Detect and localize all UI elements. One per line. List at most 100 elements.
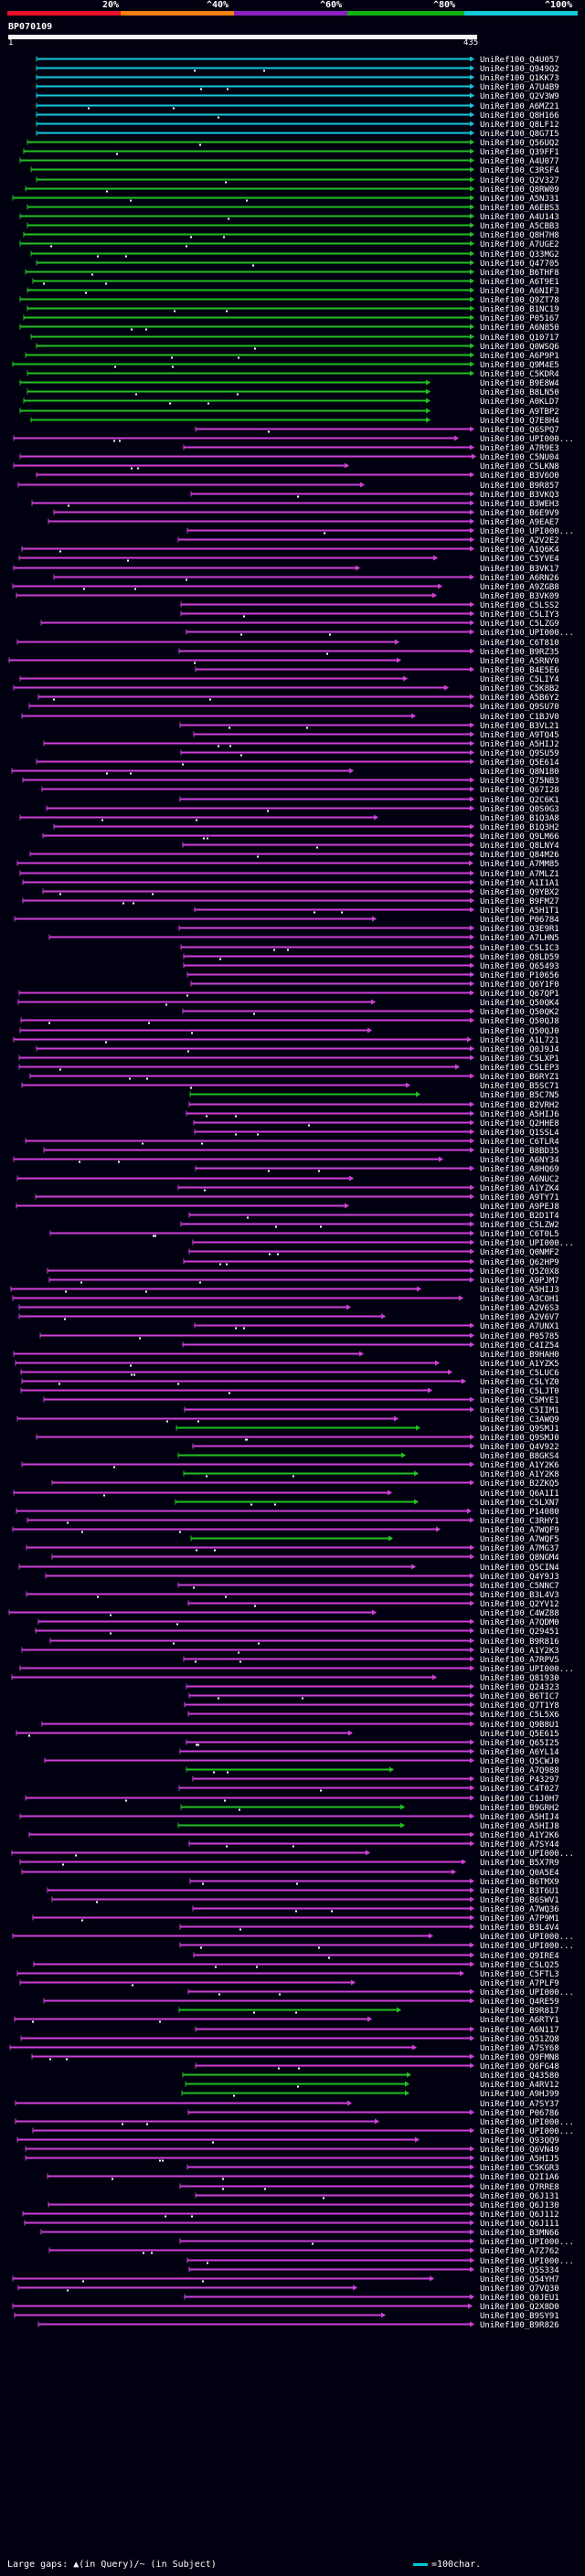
- hit-row[interactable]: UniRef100_A6MZ21: [36, 102, 559, 111]
- hit-label[interactable]: UniRef100_A9PEJ8: [480, 1203, 559, 1212]
- hit-label[interactable]: UniRef100_Q0WSQ6: [480, 343, 559, 352]
- hit-row[interactable]: UniRef100_B3VK09: [16, 592, 559, 601]
- hit-label[interactable]: UniRef100_UPI000...: [480, 1239, 574, 1248]
- hit-row[interactable]: UniRef100_A7MG37: [26, 1544, 559, 1553]
- hit-row[interactable]: UniRef100_A9ZGB8: [12, 583, 559, 592]
- hit-label[interactable]: UniRef100_Q6VN49: [480, 2146, 559, 2155]
- hit-row[interactable]: UniRef100_Q8N180: [11, 768, 559, 777]
- hit-label[interactable]: UniRef100_A9PJM7: [480, 1277, 559, 1286]
- hit-row[interactable]: UniRef100_C5LSS2: [180, 601, 559, 610]
- hit-row[interactable]: UniRef100_Q5S334: [188, 2266, 559, 2275]
- hit-label[interactable]: UniRef100_C5LJT0: [480, 1387, 559, 1396]
- hit-row[interactable]: UniRef100_C6TLR4: [25, 1138, 559, 1147]
- hit-row[interactable]: UniRef100_B3MN66: [40, 2229, 559, 2238]
- hit-row[interactable]: UniRef100_A1I1A1: [22, 879, 559, 888]
- hit-row[interactable]: UniRef100_Q5CWJ0: [44, 1757, 559, 1766]
- hit-label[interactable]: UniRef100_A5CBB3: [480, 222, 559, 231]
- hit-label[interactable]: UniRef100_Q2V3W9: [480, 92, 559, 101]
- hit-label[interactable]: UniRef100_C5YVE4: [480, 555, 559, 564]
- hit-label[interactable]: UniRef100_Q6Y1F0: [480, 981, 559, 990]
- hit-row[interactable]: UniRef100_A7WQF9: [12, 1526, 559, 1535]
- hit-label[interactable]: UniRef100_A6N850: [480, 323, 559, 333]
- hit-row[interactable]: UniRef100_Q8H7H8: [23, 231, 559, 240]
- hit-row[interactable]: UniRef100_A6T9E1: [32, 278, 559, 287]
- hit-row[interactable]: UniRef100_A7SY68: [9, 2044, 559, 2053]
- hit-row[interactable]: UniRef100_A4U143: [19, 213, 559, 222]
- hit-label[interactable]: UniRef100_C5LXN7: [480, 1499, 559, 1508]
- hit-row[interactable]: UniRef100_A0KLD7: [23, 398, 559, 407]
- hit-row[interactable]: UniRef100_B9E8W4: [19, 379, 559, 388]
- hit-label[interactable]: UniRef100_Q10717: [480, 334, 559, 343]
- hit-row[interactable]: UniRef100_B3V6O0: [36, 472, 559, 481]
- hit-row[interactable]: UniRef100_B9FM27: [22, 897, 559, 906]
- hit-label[interactable]: UniRef100_C5LKN8: [480, 462, 559, 472]
- hit-label[interactable]: UniRef100_A7MM85: [480, 860, 559, 869]
- hit-label[interactable]: UniRef100_A4U077: [480, 157, 559, 166]
- hit-label[interactable]: UniRef100_B9GRH2: [480, 1804, 559, 1813]
- hit-row[interactable]: UniRef100_C5NU04: [19, 453, 559, 462]
- hit-label[interactable]: UniRef100_B6RYZ1: [480, 1073, 559, 1082]
- hit-row[interactable]: UniRef100_Q65I25: [186, 1739, 559, 1748]
- hit-label[interactable]: UniRef100_B6THF8: [480, 269, 559, 278]
- hit-label[interactable]: UniRef100_UPI000...: [480, 1665, 574, 1674]
- hit-row[interactable]: UniRef100_P06786: [187, 2109, 559, 2118]
- hit-label[interactable]: UniRef100_C5FTL3: [480, 1970, 559, 1979]
- hit-label[interactable]: UniRef100_P43297: [480, 1776, 559, 1785]
- hit-row[interactable]: UniRef100_B5SC71: [21, 1082, 559, 1091]
- hit-row[interactable]: UniRef100_Q1KK73: [36, 74, 559, 83]
- hit-row[interactable]: UniRef100_Q8RW09: [25, 186, 559, 195]
- hit-row[interactable]: UniRef100_Q6J131: [195, 2192, 559, 2201]
- hit-row[interactable]: UniRef100_C3RHY1: [27, 1517, 559, 1526]
- hit-label[interactable]: UniRef100_A7UGE2: [480, 240, 559, 249]
- hit-row[interactable]: UniRef100_Q2C6K1: [179, 796, 559, 805]
- hit-label[interactable]: UniRef100_A6EBS3: [480, 204, 559, 213]
- hit-label[interactable]: UniRef100_C5LIY4: [480, 675, 559, 684]
- hit-label[interactable]: UniRef100_A1YZK4: [480, 1184, 559, 1193]
- hit-row[interactable]: UniRef100_Q50QK4: [17, 999, 559, 1008]
- hit-label[interactable]: UniRef100_B6SWV1: [480, 1896, 559, 1905]
- hit-label[interactable]: UniRef100_B3VKQ3: [480, 491, 559, 500]
- hit-label[interactable]: UniRef100_B1Q3A8: [480, 814, 559, 823]
- hit-label[interactable]: UniRef100_UPI000...: [480, 1942, 574, 1951]
- hit-row[interactable]: UniRef100_C5LYZ0: [21, 1378, 559, 1387]
- hit-label[interactable]: UniRef100_Q8G7I5: [480, 130, 559, 139]
- hit-label[interactable]: UniRef100_Q29451: [480, 1627, 559, 1637]
- hit-label[interactable]: UniRef100_C5K8B2: [480, 684, 559, 694]
- hit-row[interactable]: UniRef100_UPI000...: [186, 2257, 574, 2266]
- hit-label[interactable]: UniRef100_Q2YV12: [480, 1600, 559, 1609]
- hit-row[interactable]: UniRef100_Q81930: [11, 1674, 559, 1683]
- hit-row[interactable]: UniRef100_B3VKQ3: [190, 491, 559, 500]
- hit-row[interactable]: UniRef100_Q2V3W9: [36, 92, 559, 101]
- hit-label[interactable]: UniRef100_Q2V327: [480, 176, 559, 186]
- hit-label[interactable]: UniRef100_Q7E8H4: [480, 417, 559, 426]
- hit-row[interactable]: UniRef100_Q949Q2: [36, 65, 559, 74]
- hit-label[interactable]: UniRef100_B5C7N5: [480, 1091, 559, 1100]
- hit-label[interactable]: UniRef100_A5HIJ8: [480, 1822, 559, 1831]
- hit-label[interactable]: UniRef100_A1Y2K6: [480, 1461, 559, 1470]
- hit-row[interactable]: UniRef100_A7PLF9: [19, 1979, 559, 1988]
- hit-label[interactable]: UniRef100_P06784: [480, 916, 559, 925]
- hit-label[interactable]: UniRef100_Q8RW09: [480, 186, 559, 195]
- hit-label[interactable]: UniRef100_A7PLF9: [480, 1979, 559, 1988]
- hit-row[interactable]: UniRef100_A6RN26: [53, 574, 559, 583]
- hit-row[interactable]: UniRef100_C5LZG9: [40, 620, 559, 629]
- hit-row[interactable]: UniRef100_Q1SSL4: [194, 1129, 559, 1138]
- hit-label[interactable]: UniRef100_B3MN66: [480, 2229, 559, 2238]
- hit-label[interactable]: UniRef100_A7LHN5: [480, 934, 559, 943]
- hit-label[interactable]: UniRef100_A6NIF3: [480, 287, 559, 296]
- hit-label[interactable]: UniRef100_A7SY44: [480, 1840, 559, 1850]
- hit-label[interactable]: UniRef100_B8BD35: [480, 1147, 559, 1156]
- hit-label[interactable]: UniRef100_A4RV12: [480, 2081, 559, 2090]
- hit-label[interactable]: UniRef100_A5HIJ3: [480, 1286, 559, 1295]
- hit-row[interactable]: UniRef100_B3WEH3: [31, 500, 559, 509]
- hit-label[interactable]: UniRef100_A7MLZ1: [480, 870, 559, 879]
- hit-label[interactable]: UniRef100_A0KLD7: [480, 398, 559, 407]
- hit-label[interactable]: UniRef100_Q50QK4: [480, 999, 559, 1008]
- hit-row[interactable]: UniRef100_B2VRH2: [188, 1101, 559, 1110]
- hit-row[interactable]: UniRef100_B9R817: [178, 2007, 559, 2016]
- hit-label[interactable]: UniRef100_A6NY34: [480, 1156, 559, 1165]
- hit-label[interactable]: UniRef100_UPI000...: [480, 1988, 574, 1998]
- hit-row[interactable]: UniRef100_UPI000...: [186, 527, 574, 536]
- hit-row[interactable]: UniRef100_B2ZKQ5: [51, 1479, 559, 1489]
- hit-label[interactable]: UniRef100_Q9FMN8: [480, 2053, 559, 2062]
